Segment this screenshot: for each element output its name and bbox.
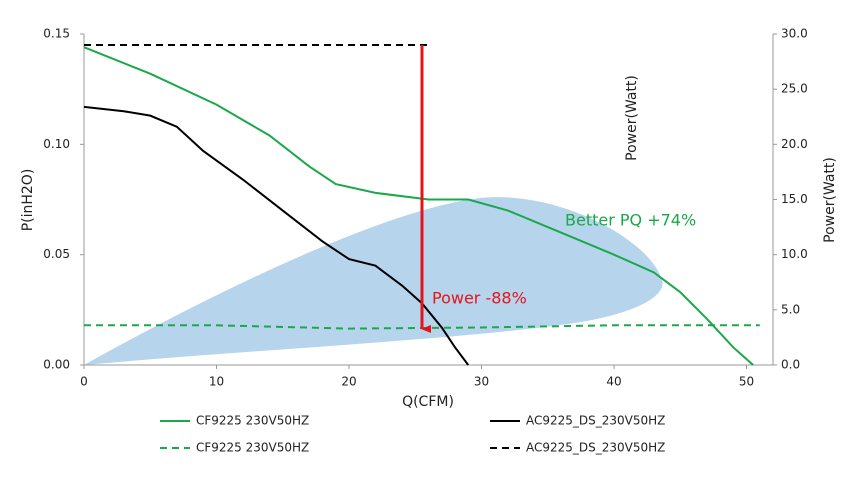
annotation: Power(Watt) (624, 75, 640, 161)
y-tick-label: 0.05 (43, 247, 70, 261)
annotation: Better PQ +74% (565, 211, 696, 230)
y2-tick-label: 5.0 (781, 302, 800, 316)
legend-label: AC9225_DS_230V50HZ (526, 441, 665, 455)
y-tick-label: 0.10 (43, 137, 70, 151)
y2-tick-label: 15.0 (781, 192, 808, 206)
y-tick-label: 0.15 (43, 27, 70, 41)
x-tick-label: 50 (739, 375, 754, 389)
y2-tick-label: 25.0 (781, 82, 808, 96)
annotation: Power -88% (432, 289, 527, 308)
y2-tick-label: 20.0 (781, 137, 808, 151)
x-tick-label: 30 (474, 375, 489, 389)
series-line (83, 105, 470, 366)
y2-tick-label: 0.0 (781, 358, 800, 372)
x-tick-label: 0 (80, 375, 88, 389)
x-tick-label: 40 (606, 375, 621, 389)
x-axis-label: Q(CFM) (402, 394, 454, 410)
y-axis-label: P(inH2O) (20, 169, 36, 232)
y-tick-label: 0.00 (43, 358, 70, 372)
legend-label: CF9225 230V50HZ (196, 414, 309, 428)
legend-label: CF9225 230V50HZ (196, 441, 309, 455)
y2-tick-label: 10.0 (781, 247, 808, 261)
y2-tick-label: 30.0 (781, 27, 808, 41)
series-line (84, 324, 760, 330)
x-tick-label: 10 (209, 375, 224, 389)
operating-region (84, 197, 663, 365)
series-line (83, 46, 754, 366)
legend-label: AC9225_DS_230V50HZ (526, 414, 665, 428)
x-tick-label: 20 (341, 375, 356, 389)
y2-axis-label: Power(Watt) (822, 157, 838, 243)
